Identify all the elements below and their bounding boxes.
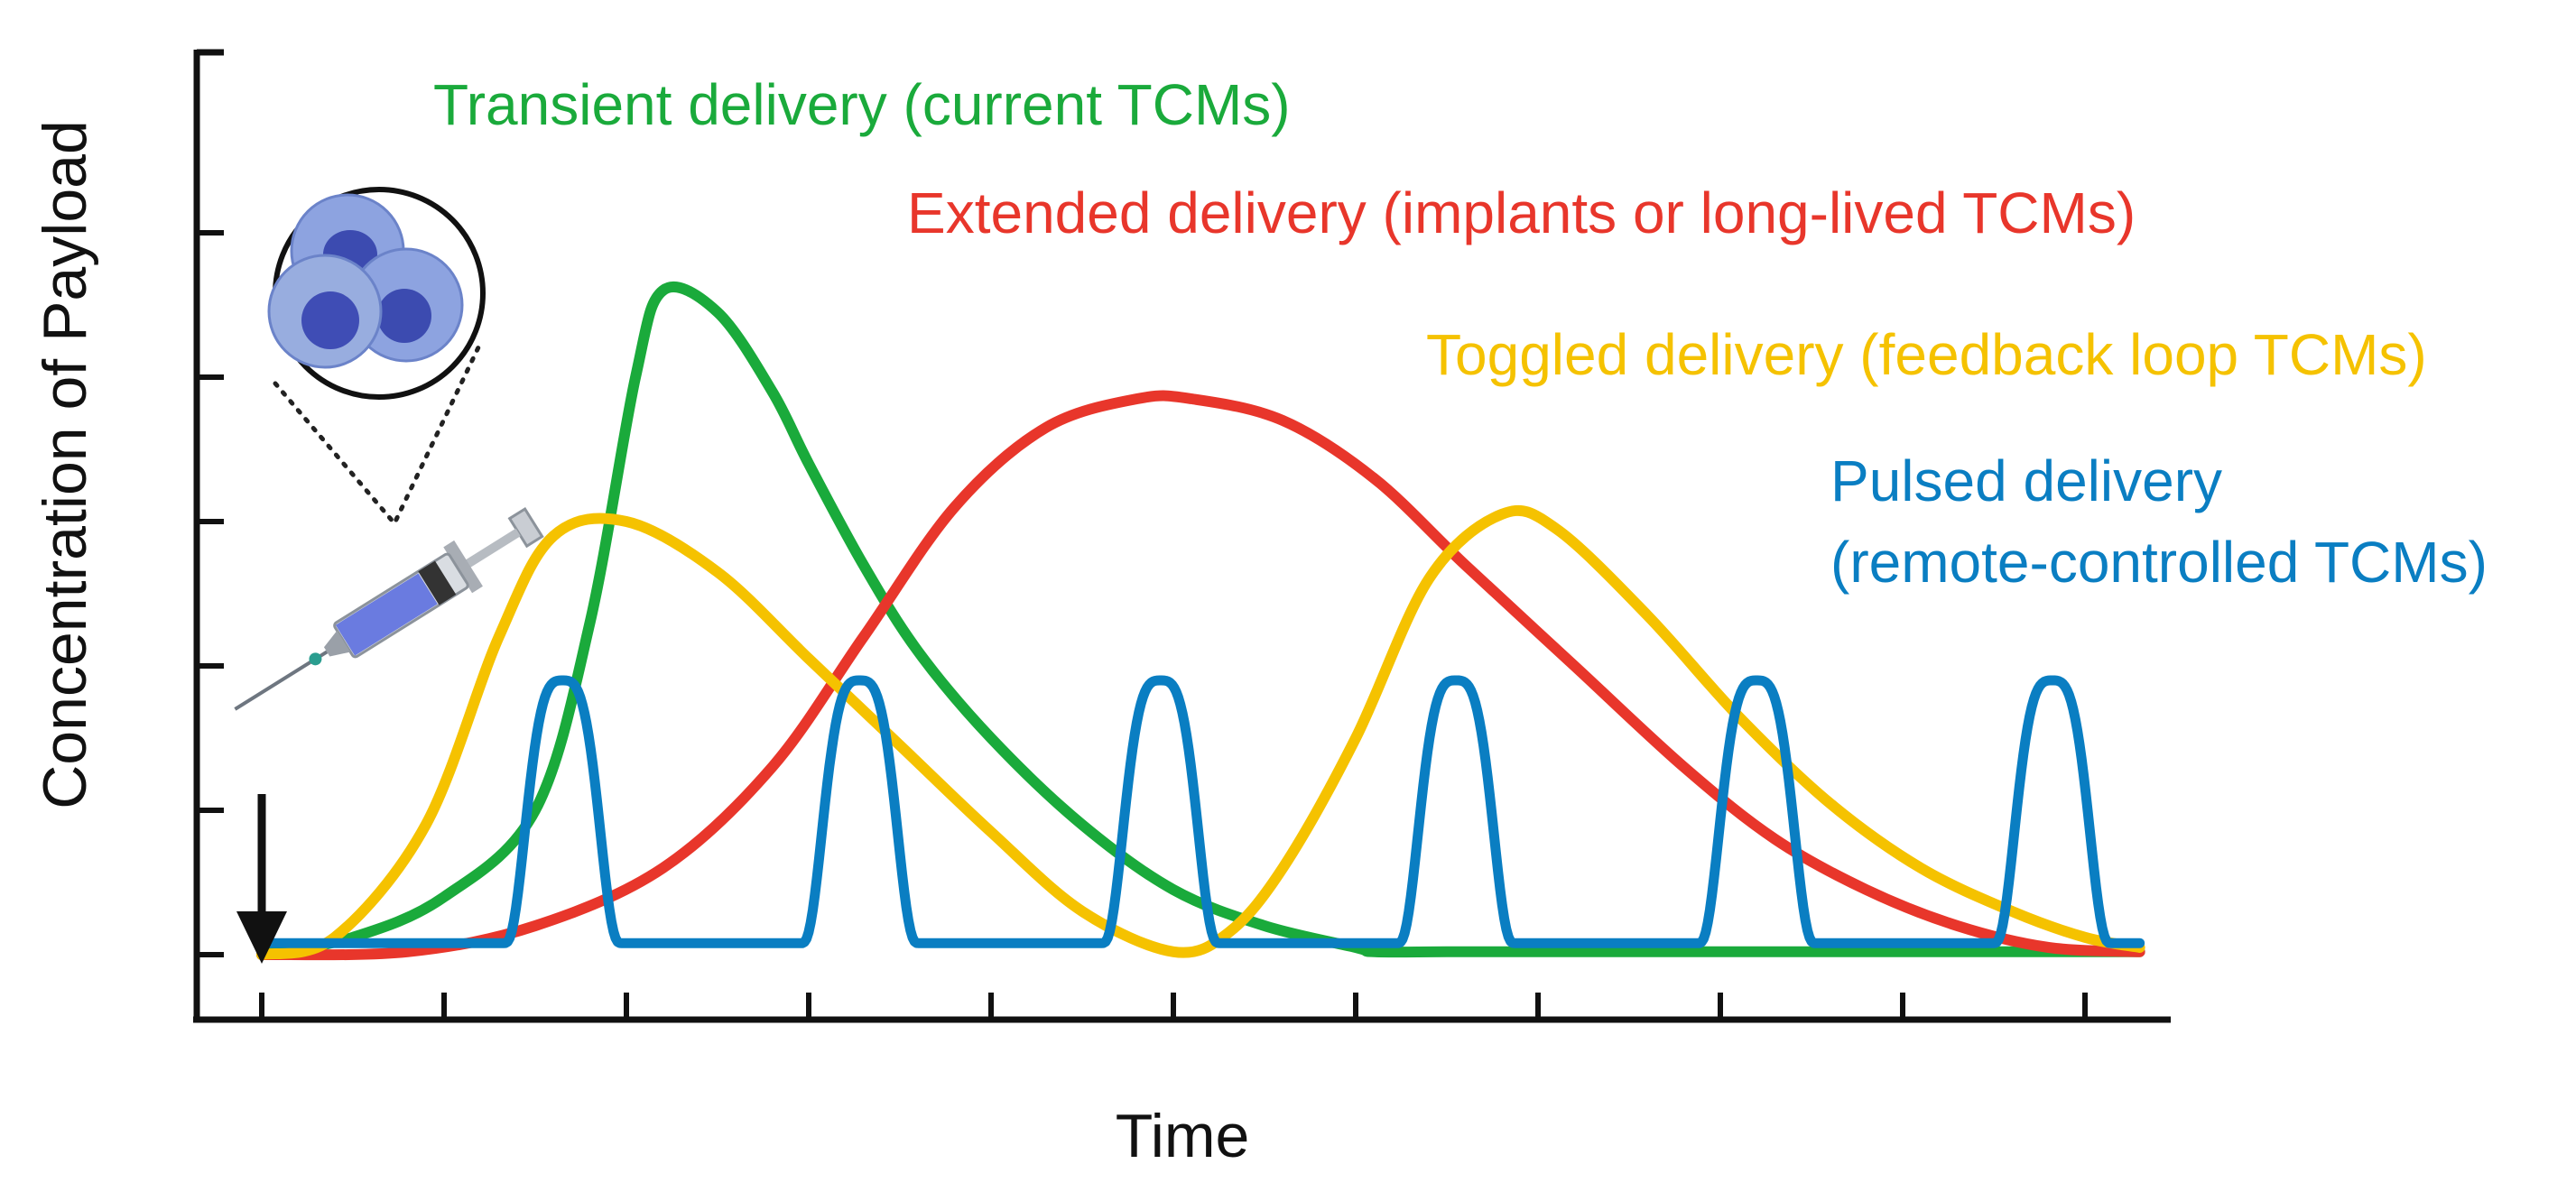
injection-arrow [236,794,287,964]
label-extended: Extended delivery (implants or long-live… [907,180,2136,245]
series-lines [256,282,2145,961]
label-pulsed-line1: Pulsed delivery [1830,448,2222,513]
x-axis-title: Time [1116,1102,1250,1170]
axes [193,49,2171,1023]
y-axis-title: Concentration of Payload [31,120,99,809]
series-toggled-line [256,504,2145,960]
series-pulsed-line [265,675,2145,948]
cell-cluster-icon [267,187,486,528]
syringe-icon [234,506,544,711]
series-extended-line [256,390,2145,961]
label-toggled: Toggled delivery (feedback loop TCMs) [1426,322,2427,387]
label-transient: Transient delivery (current TCMs) [433,72,1291,137]
label-pulsed-line2: (remote-controlled TCMs) [1830,530,2488,595]
